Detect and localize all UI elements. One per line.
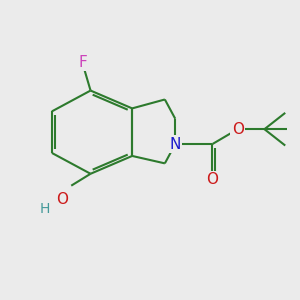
Text: O: O: [56, 191, 68, 206]
Text: O: O: [232, 122, 244, 137]
Text: N: N: [169, 136, 181, 152]
Text: H: H: [39, 202, 50, 216]
Text: F: F: [79, 55, 88, 70]
Text: O: O: [206, 172, 218, 187]
